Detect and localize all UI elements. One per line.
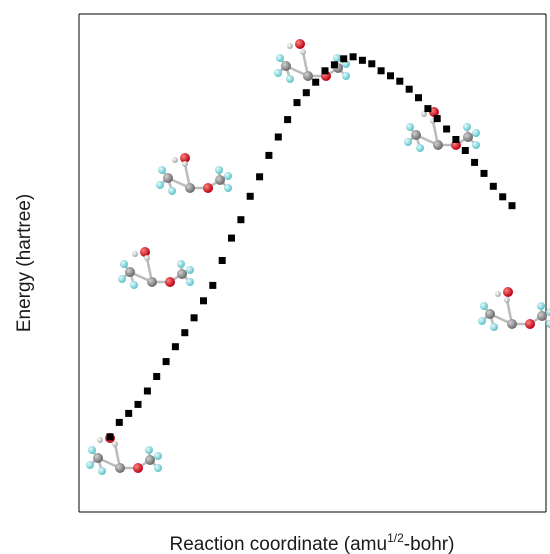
data-point bbox=[508, 202, 516, 210]
data-series bbox=[106, 53, 516, 441]
data-point bbox=[321, 67, 329, 75]
molecule-product bbox=[476, 287, 550, 333]
data-point bbox=[181, 329, 189, 337]
data-point bbox=[312, 78, 320, 86]
data-point bbox=[190, 314, 198, 322]
data-point bbox=[171, 343, 179, 351]
data-point bbox=[200, 297, 207, 305]
data-point bbox=[330, 61, 338, 69]
data-point bbox=[302, 89, 310, 97]
data-point bbox=[162, 358, 170, 366]
data-point bbox=[415, 94, 422, 102]
plot-frame bbox=[78, 13, 547, 513]
data-point bbox=[405, 85, 413, 93]
data-point bbox=[489, 182, 497, 190]
molecule-early bbox=[116, 247, 196, 291]
data-point bbox=[134, 400, 142, 408]
data-point bbox=[293, 99, 301, 107]
data-point bbox=[265, 151, 273, 159]
data-point bbox=[256, 173, 264, 181]
data-point bbox=[349, 53, 357, 61]
data-point bbox=[452, 136, 460, 143]
data-point bbox=[433, 115, 441, 123]
data-point bbox=[237, 216, 245, 224]
molecule-post-ts bbox=[402, 107, 482, 154]
molecule-pre-ts bbox=[154, 153, 234, 197]
data-point bbox=[461, 147, 469, 154]
molecule-reactant bbox=[84, 433, 164, 477]
data-point bbox=[125, 409, 133, 417]
data-point bbox=[246, 192, 254, 200]
data-point bbox=[499, 193, 507, 201]
x-axis-label: Reaction coordinate (amu1/2-bohr) bbox=[170, 531, 455, 554]
molecule-illustrations bbox=[84, 39, 550, 477]
data-point bbox=[424, 105, 432, 113]
data-point bbox=[106, 433, 114, 441]
data-point bbox=[153, 373, 161, 380]
data-point bbox=[218, 257, 226, 264]
data-point bbox=[471, 158, 479, 166]
data-point bbox=[377, 67, 385, 75]
data-point bbox=[284, 116, 292, 124]
data-point bbox=[228, 234, 235, 242]
molecule-transition-state bbox=[272, 39, 352, 85]
data-point bbox=[143, 387, 151, 395]
data-point bbox=[115, 418, 123, 426]
data-point bbox=[443, 125, 451, 133]
y-axis-label: Energy (hartree) bbox=[14, 194, 35, 332]
data-point bbox=[396, 77, 404, 85]
data-point bbox=[387, 72, 394, 80]
data-point bbox=[358, 56, 366, 64]
data-point bbox=[480, 169, 488, 177]
data-point bbox=[209, 281, 217, 289]
data-point bbox=[368, 60, 376, 68]
data-point bbox=[274, 133, 282, 141]
data-point bbox=[340, 55, 348, 63]
